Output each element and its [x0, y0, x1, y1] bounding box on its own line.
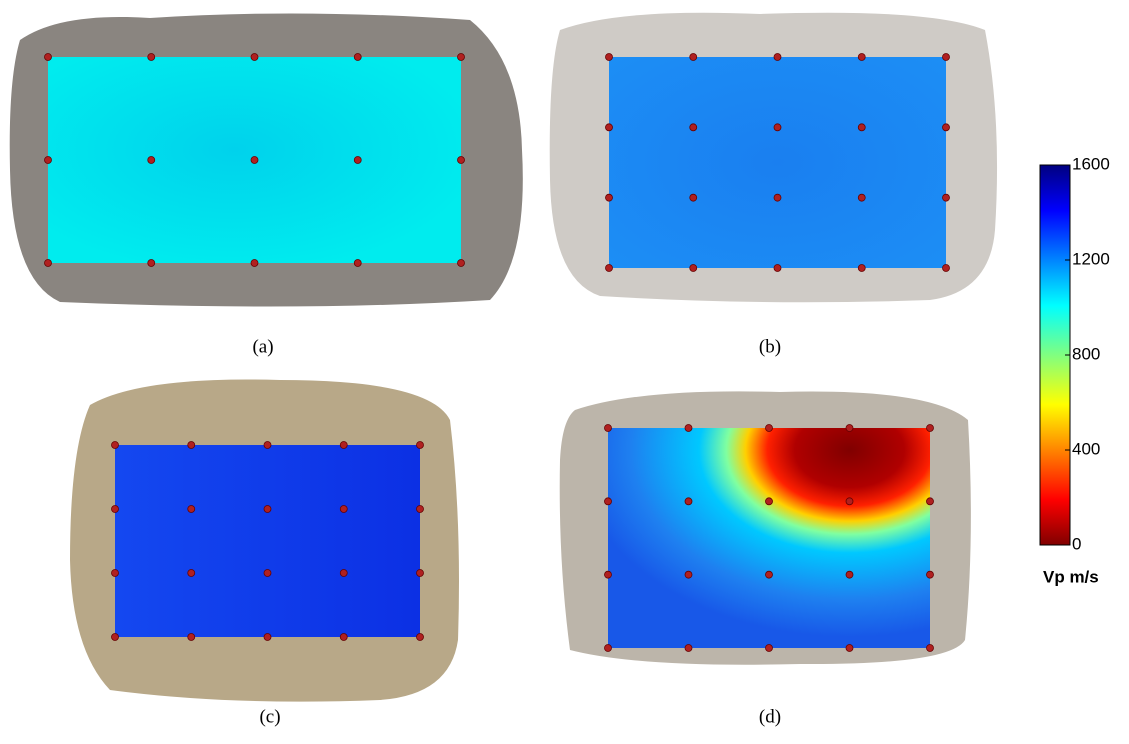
sensor [147, 156, 156, 164]
sensor [263, 441, 272, 449]
sensor [684, 570, 693, 579]
contour-map [608, 428, 930, 648]
panel-label: (d) [759, 706, 781, 727]
sensor [942, 53, 950, 61]
sensor [416, 441, 424, 449]
sensor [353, 259, 362, 267]
sensor [111, 441, 119, 449]
sensor [605, 53, 613, 61]
sensor [339, 633, 348, 641]
sensor [765, 497, 773, 506]
sensor [604, 570, 612, 579]
sensor [765, 644, 773, 652]
sensor [353, 53, 362, 61]
sensor [765, 424, 773, 432]
sensor [926, 424, 934, 432]
sensor [857, 193, 866, 202]
sensor [416, 569, 424, 577]
tick-label: 1600 [1072, 154, 1110, 173]
sensor [187, 569, 196, 577]
sensor [250, 156, 259, 164]
sensor [250, 259, 259, 267]
tick-label: 0 [1072, 534, 1081, 553]
sensor [604, 644, 612, 652]
sensor [684, 644, 693, 652]
sensor [605, 123, 613, 132]
sensor [111, 633, 119, 641]
sensor [457, 259, 465, 267]
contour-map [609, 57, 946, 268]
sensors [44, 53, 950, 652]
panel-label: (b) [759, 336, 781, 357]
sensor [263, 569, 272, 577]
sensor [926, 497, 934, 506]
sensor [604, 497, 612, 506]
sensor [44, 259, 52, 267]
sensor [44, 53, 52, 61]
sensor [187, 505, 196, 513]
sensor [857, 123, 866, 132]
sensor [187, 633, 196, 641]
sensor [263, 633, 272, 641]
sensor [457, 156, 465, 164]
sensor [689, 193, 698, 202]
panel-label: (c) [259, 706, 280, 727]
sensor [457, 53, 465, 61]
sensor [845, 497, 854, 506]
sensor [684, 497, 693, 506]
sensor [845, 644, 854, 652]
sensor [857, 53, 866, 61]
sensor [263, 505, 272, 513]
sensor [416, 505, 424, 513]
sensor [604, 424, 612, 432]
sensor [147, 53, 156, 61]
sensor [773, 264, 782, 272]
sensor [353, 156, 362, 164]
sensor [250, 53, 259, 61]
sensor [339, 441, 348, 449]
sensor [689, 53, 698, 61]
sensor [942, 264, 950, 272]
sensor [857, 264, 866, 272]
sensor [339, 569, 348, 577]
contour-map [115, 445, 420, 637]
sensor [111, 569, 119, 577]
sensor [44, 156, 52, 164]
sensor [187, 441, 196, 449]
sensor [845, 424, 854, 432]
sensor [773, 53, 782, 61]
sensor [765, 570, 773, 579]
sensor [684, 424, 693, 432]
sensor [942, 123, 950, 132]
panel-label: (a) [252, 336, 273, 357]
sensor [773, 123, 782, 132]
sensor [845, 570, 854, 579]
sensor [111, 505, 119, 513]
sensor [416, 633, 424, 641]
sensor [605, 264, 613, 272]
sensor [926, 570, 934, 579]
sensor [689, 123, 698, 132]
tick-label: 800 [1072, 344, 1100, 363]
sensor [147, 259, 156, 267]
colorbar-label: Vp m/s [1043, 567, 1099, 586]
sensor [339, 505, 348, 513]
sensor [689, 264, 698, 272]
tick-label: 1200 [1072, 249, 1110, 268]
sensor [773, 193, 782, 202]
sensor [605, 193, 613, 202]
tick-label: 400 [1072, 439, 1100, 458]
sensor [926, 644, 934, 652]
sensor [942, 193, 950, 202]
